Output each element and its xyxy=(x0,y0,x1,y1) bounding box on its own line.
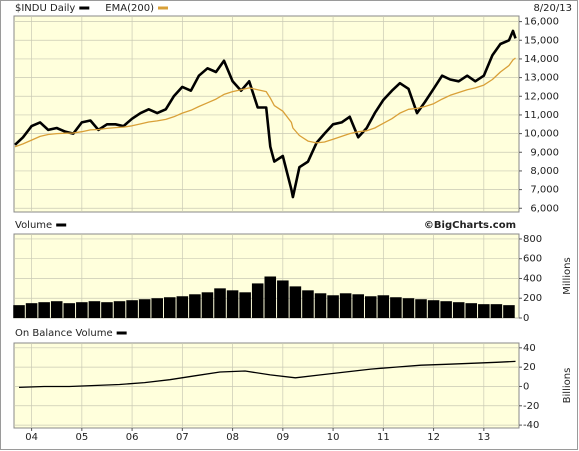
y-tick-label: 600 xyxy=(523,254,542,265)
y-tick-label: 9,000 xyxy=(530,147,559,158)
volume-bar xyxy=(13,305,25,318)
volume-bar xyxy=(226,290,239,318)
y-tick-label: 15,000 xyxy=(524,35,559,46)
series-line xyxy=(18,360,516,389)
volume-bar xyxy=(50,301,63,318)
volume-bar xyxy=(277,280,289,318)
volume-bar xyxy=(490,304,503,318)
y-tick-label: -40 xyxy=(523,420,539,431)
volume-bar xyxy=(465,303,478,318)
volume-bar xyxy=(126,300,138,318)
volume-bar xyxy=(339,293,352,318)
x-tick-label: 04 xyxy=(25,432,38,443)
volume-bar xyxy=(214,288,226,318)
volume-bar xyxy=(113,301,126,318)
y-tick-label: -20 xyxy=(523,401,539,412)
volume-bar xyxy=(364,296,377,318)
volume-bar xyxy=(264,276,277,318)
volume-bar xyxy=(25,303,38,318)
legend-label: Volume xyxy=(15,220,52,231)
x-tick-label: 07 xyxy=(176,432,189,443)
volume-bar xyxy=(352,294,364,318)
x-tick-label: 08 xyxy=(226,432,239,443)
y-tick-label: 400 xyxy=(523,273,542,284)
x-tick-label: 13 xyxy=(477,432,490,443)
volume-bar xyxy=(88,301,101,318)
x-tick-label: 06 xyxy=(126,432,139,443)
volume-bar xyxy=(239,292,251,318)
volume-bar xyxy=(302,290,314,318)
volume-bar xyxy=(189,294,201,318)
volume-bar xyxy=(163,297,176,318)
volume-bar xyxy=(176,296,189,318)
volume-bar xyxy=(314,293,327,318)
volume-bar xyxy=(415,299,427,318)
series-line xyxy=(14,29,517,199)
y-tick-label: 20 xyxy=(523,362,536,373)
volume-bar xyxy=(427,300,440,318)
volume-bar xyxy=(402,298,415,318)
volume-bar xyxy=(440,301,452,318)
x-tick-label: 05 xyxy=(75,432,88,443)
volume-bar xyxy=(151,298,163,318)
volume-bar xyxy=(101,302,113,318)
volume-bar xyxy=(76,302,88,318)
volume-bar xyxy=(503,305,515,318)
y-tick-label: 14,000 xyxy=(524,54,559,65)
x-tick-label: 10 xyxy=(327,432,340,443)
volume-bar xyxy=(327,295,339,318)
volume-bar xyxy=(289,286,302,318)
y-tick-label: 11,000 xyxy=(524,110,559,121)
x-tick-label: 09 xyxy=(276,432,289,443)
y-tick-label: 200 xyxy=(523,293,542,304)
y-tick-label: 800 xyxy=(523,234,542,245)
x-tick-label: 11 xyxy=(377,432,390,443)
y-tick-label: 13,000 xyxy=(524,73,559,84)
y-tick-label: 10,000 xyxy=(524,129,559,140)
annotation: ©BigCharts.com xyxy=(424,220,516,231)
y-tick-label: 16,000 xyxy=(524,17,559,28)
y-tick-label: 6,000 xyxy=(530,203,559,214)
y-tick-label: 40 xyxy=(523,343,536,354)
volume-bar xyxy=(201,292,214,318)
series-line xyxy=(14,57,516,148)
y-tick-label: 0 xyxy=(523,313,529,324)
legend-label: EMA(200) xyxy=(105,3,154,14)
legend-label: $INDU Daily xyxy=(15,3,75,14)
volume-bar xyxy=(478,304,490,318)
volume-bar xyxy=(251,283,264,318)
volume-bar xyxy=(390,297,402,318)
y-tick-label: 12,000 xyxy=(524,91,559,102)
y-axis-label: Millions xyxy=(562,257,573,294)
volume-bar xyxy=(377,295,390,318)
volume-bar xyxy=(138,299,151,318)
y-axis-label: Billions xyxy=(562,368,573,404)
volume-bar xyxy=(38,302,50,318)
y-tick-label: 0 xyxy=(523,381,529,392)
date-label: 8/20/13 xyxy=(533,3,572,14)
legend-label: On Balance Volume xyxy=(15,328,113,339)
y-tick-label: 8,000 xyxy=(530,166,559,177)
volume-bar xyxy=(63,303,76,318)
y-tick-label: 7,000 xyxy=(530,185,559,196)
x-tick-label: 12 xyxy=(427,432,440,443)
volume-bar xyxy=(452,302,465,318)
